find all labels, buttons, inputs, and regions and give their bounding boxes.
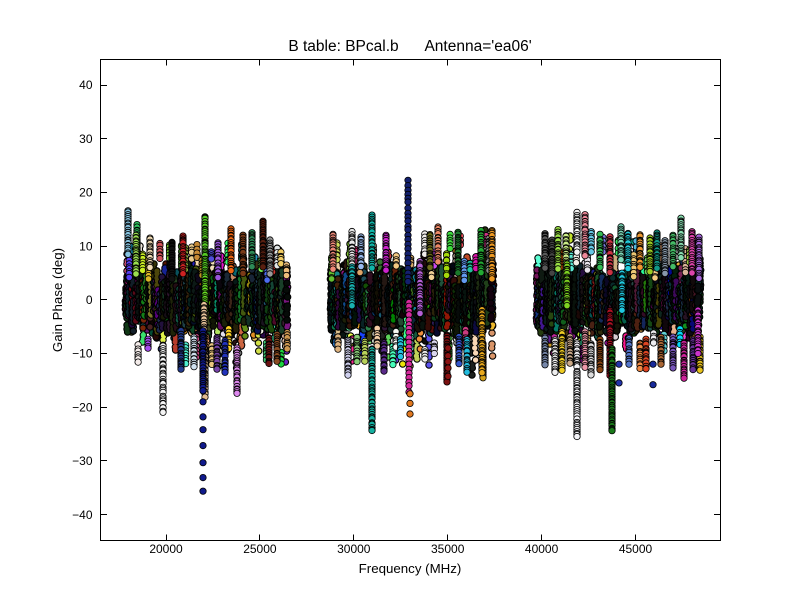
svg-text:−40: −40 — [72, 508, 93, 522]
svg-text:0: 0 — [86, 293, 93, 307]
svg-text:Frequency (MHz): Frequency (MHz) — [359, 561, 462, 576]
svg-text:40000: 40000 — [525, 542, 559, 556]
svg-text:25000: 25000 — [243, 542, 277, 556]
svg-text:20: 20 — [79, 186, 93, 200]
svg-text:35000: 35000 — [431, 542, 465, 556]
svg-text:45000: 45000 — [619, 542, 653, 556]
svg-text:40: 40 — [79, 78, 93, 92]
svg-text:B table: BPcal.b Antenna=: B table: BPcal.b Antenna='ea06' — [288, 38, 531, 55]
svg-text:−10: −10 — [72, 347, 93, 361]
svg-text:−20: −20 — [72, 400, 93, 414]
svg-text:Gain Phase (deg): Gain Phase (deg) — [50, 248, 65, 352]
svg-text:30: 30 — [79, 132, 93, 146]
svg-text:10: 10 — [79, 239, 93, 253]
svg-text:−30: −30 — [72, 454, 93, 468]
svg-text:30000: 30000 — [337, 542, 371, 556]
svg-text:20000: 20000 — [149, 542, 183, 556]
